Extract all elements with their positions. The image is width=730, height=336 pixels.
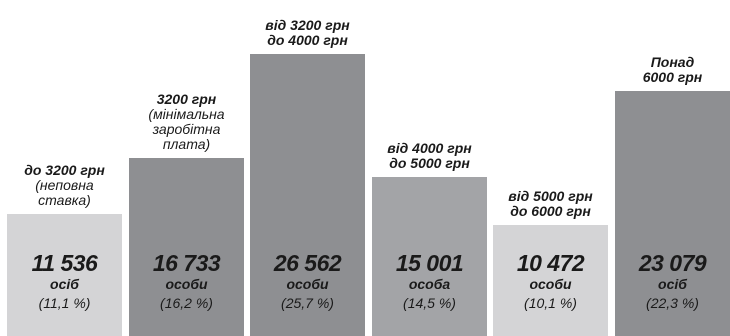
- unit-label: особи: [165, 276, 208, 292]
- category-label-line: 3200 грн: [156, 91, 217, 107]
- unit-label: осіб: [658, 276, 687, 292]
- category-label-line: від 5000 грн: [508, 188, 593, 204]
- category-label-line: від 3200 грн: [265, 17, 350, 33]
- category-label-line: плата): [162, 136, 211, 152]
- value-label: 16 733: [152, 250, 221, 276]
- bar-data-label: 11 536 осіб (11,1 %): [7, 250, 122, 313]
- percent-label: (14,5 %): [403, 295, 456, 311]
- category-label-line: до 3200 грн: [24, 162, 105, 178]
- value-label: 11 536: [31, 250, 98, 276]
- bar: [129, 158, 244, 336]
- category-label-line: (мінімальна: [148, 106, 225, 122]
- category-label-line: до 5000 грн: [389, 155, 470, 171]
- bar-data-label: 16 733 особи (16,2 %): [129, 250, 244, 313]
- percent-label: (10,1 %): [524, 295, 577, 311]
- percent-label: (16,2 %): [160, 295, 213, 311]
- category-label: Понад 6000 грн: [605, 55, 730, 85]
- value-label: 26 562: [273, 250, 342, 276]
- category-label: до 3200 грн (неповна ставка): [0, 163, 132, 208]
- unit-label: особи: [286, 276, 329, 292]
- bar: [7, 214, 122, 336]
- category-label-line: до 4000 грн: [267, 32, 348, 48]
- value-label: 23 079: [638, 250, 707, 276]
- unit-label: особи: [529, 276, 572, 292]
- category-label-line: заробітна: [152, 121, 221, 137]
- bar-data-label: 10 472 особи (10,1 %): [493, 250, 608, 313]
- bar: [250, 54, 365, 336]
- bar: [372, 177, 487, 336]
- category-label-line: від 4000 грн: [387, 140, 472, 156]
- unit-label: осіб: [50, 276, 79, 292]
- category-label: 3200 грн (мінімальна заробітна плата): [119, 92, 254, 152]
- unit-label: особа: [408, 276, 451, 292]
- bar-data-label: 26 562 особи (25,7 %): [250, 250, 365, 313]
- category-label-line: ставка): [38, 192, 91, 208]
- bar: [615, 91, 730, 336]
- category-label-line: 6000 грн: [642, 69, 703, 85]
- category-label-line: Понад: [650, 54, 695, 70]
- bar-data-label: 15 001 особа (14,5 %): [372, 250, 487, 313]
- value-label: 15 001: [395, 250, 464, 276]
- percent-label: (22,3 %): [646, 295, 699, 311]
- bar: [493, 225, 608, 336]
- category-label-line: (неповна: [35, 177, 94, 193]
- category-label: від 5000 грн до 6000 грн: [483, 189, 618, 219]
- percent-label: (11,1 %): [38, 295, 91, 311]
- bar-data-label: 23 079 осіб (22,3 %): [615, 250, 730, 313]
- category-label-line: до 6000 грн: [510, 203, 591, 219]
- category-label: від 4000 грн до 5000 грн: [362, 141, 497, 171]
- category-label: від 3200 грн до 4000 грн: [240, 18, 375, 48]
- value-label: 10 472: [516, 250, 585, 276]
- percent-label: (25,7 %): [281, 295, 334, 311]
